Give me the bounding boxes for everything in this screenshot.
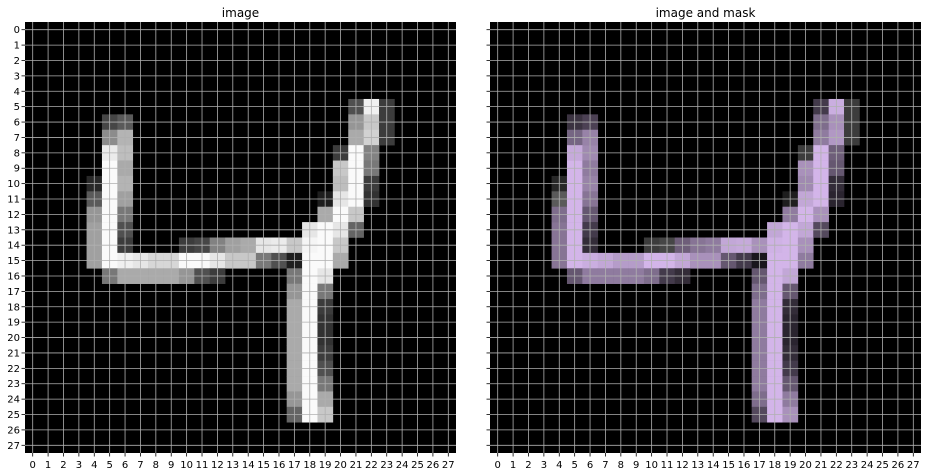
y-tick-label: 25 (7, 410, 20, 421)
x-tick-label: 18 (303, 460, 316, 471)
x-tick-label: 2 (525, 460, 531, 471)
panel-image-and-mask: 0 1 2 3 4 5 6 7 8 9 10 11 12 13 14 15 16 17 18 19 20 21 22 23 24… (486, 22, 921, 471)
x-tick-label: 25 (876, 460, 889, 471)
y-tick-label: 9 (14, 164, 20, 175)
x-tick-label: 5 (571, 460, 577, 471)
y-tick-label: 12 (7, 210, 20, 221)
x-tick-label: 7 (137, 460, 143, 471)
y-tick-label: 0 (14, 25, 20, 36)
x-tick-label: 14 (707, 460, 720, 471)
x-tick-label: 15 (722, 460, 735, 471)
x-tick-label: 1 (510, 460, 516, 471)
x-tick-label: 27 (442, 460, 455, 471)
panel-image-y-ticks: 0123456789101112131415161718192021222324… (7, 25, 25, 452)
x-tick-label: 9 (633, 460, 639, 471)
x-tick-label: 16 (738, 460, 751, 471)
x-tick-label: 3 (76, 460, 82, 471)
panel-image-grid (25, 22, 456, 453)
x-tick-label: 11 (196, 460, 209, 471)
y-tick-label: 20 (7, 333, 20, 344)
x-tick-label: 10 (645, 460, 658, 471)
x-tick-label: 21 (815, 460, 828, 471)
y-tick-label: 19 (7, 318, 20, 329)
x-tick-label: 22 (365, 460, 378, 471)
x-tick-label: 7 (602, 460, 608, 471)
x-tick-label: 19 (784, 460, 797, 471)
x-tick-label: 2 (60, 460, 66, 471)
x-tick-label: 12 (676, 460, 689, 471)
x-tick-label: 16 (273, 460, 286, 471)
x-tick-label: 27 (907, 460, 920, 471)
x-tick-label: 4 (556, 460, 562, 471)
x-tick-label: 4 (91, 460, 97, 471)
x-tick-label: 8 (153, 460, 159, 471)
panel-image: 0123456789101112131415161718192021222324… (7, 22, 456, 471)
y-tick-label: 23 (7, 379, 20, 390)
x-tick-label: 13 (691, 460, 704, 471)
y-tick-label: 14 (7, 241, 20, 252)
y-tick-label: 5 (14, 102, 20, 113)
y-tick-label: 3 (14, 71, 20, 82)
x-tick-label: 19 (319, 460, 332, 471)
x-tick-label: 22 (830, 460, 843, 471)
x-tick-label: 9 (168, 460, 174, 471)
x-tick-label: 6 (587, 460, 593, 471)
x-tick-label: 6 (122, 460, 128, 471)
y-tick-label: 13 (7, 225, 20, 236)
x-tick-label: 25 (411, 460, 424, 471)
x-tick-label: 3 (541, 460, 547, 471)
panel-mask-y-ticks (486, 29, 490, 446)
y-tick-label: 7 (14, 133, 20, 144)
y-tick-label: 22 (7, 364, 20, 375)
x-tick-label: 26 (427, 460, 440, 471)
panel-title-image-and-mask: image and mask (656, 6, 756, 20)
x-tick-label: 24 (861, 460, 874, 471)
y-tick-label: 26 (7, 425, 20, 436)
x-tick-label: 26 (892, 460, 905, 471)
x-tick-label: 18 (768, 460, 781, 471)
y-tick-label: 27 (7, 441, 20, 452)
x-tick-label: 10 (180, 460, 193, 471)
x-tick-label: 8 (618, 460, 624, 471)
y-tick-label: 18 (7, 302, 20, 313)
y-tick-label: 1 (14, 41, 20, 52)
x-tick-label: 1 (45, 460, 51, 471)
y-tick-label: 6 (14, 118, 20, 129)
y-tick-label: 2 (14, 56, 20, 67)
y-tick-label: 21 (7, 348, 20, 359)
x-tick-label: 23 (380, 460, 393, 471)
x-tick-label: 13 (226, 460, 239, 471)
y-tick-label: 15 (7, 256, 20, 267)
x-tick-label: 23 (845, 460, 858, 471)
x-tick-label: 17 (288, 460, 301, 471)
panel-image-x-ticks: 0 1 2 3 4 5 6 7 8 9 10 11 12 13 14 15 16 17 18 19 20 21 22 23 24… (30, 453, 455, 471)
x-tick-label: 20 (334, 460, 347, 471)
x-tick-label: 5 (106, 460, 112, 471)
x-tick-label: 15 (257, 460, 270, 471)
x-tick-label: 24 (396, 460, 409, 471)
y-tick-label: 11 (7, 195, 20, 206)
x-tick-label: 17 (753, 460, 766, 471)
x-tick-label: 0 (495, 460, 501, 471)
y-tick-label: 8 (14, 148, 20, 159)
panel-title-image: image (222, 6, 259, 20)
x-tick-label: 12 (211, 460, 224, 471)
x-tick-label: 0 (30, 460, 36, 471)
y-tick-label: 10 (7, 179, 20, 190)
x-tick-label: 11 (661, 460, 674, 471)
x-tick-label: 14 (242, 460, 255, 471)
y-tick-label: 24 (7, 395, 20, 406)
x-tick-label: 20 (799, 460, 812, 471)
x-tick-label: 21 (350, 460, 363, 471)
y-tick-label: 17 (7, 287, 20, 298)
y-tick-label: 4 (14, 87, 20, 98)
panel-mask-grid (490, 22, 921, 453)
panel-mask-x-ticks: 0 1 2 3 4 5 6 7 8 9 10 11 12 13 14 15 16 17 18 19 20 21 22 23 24… (495, 453, 920, 471)
y-tick-label: 16 (7, 271, 20, 282)
